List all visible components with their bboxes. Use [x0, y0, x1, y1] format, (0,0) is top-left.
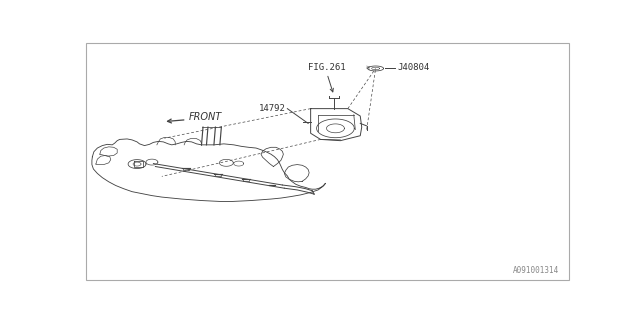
Text: A091001314: A091001314 — [513, 267, 559, 276]
Text: J40804: J40804 — [397, 63, 429, 72]
Text: FIG.261: FIG.261 — [308, 63, 346, 72]
Text: FRONT: FRONT — [189, 112, 222, 122]
Text: 14792: 14792 — [259, 104, 286, 113]
